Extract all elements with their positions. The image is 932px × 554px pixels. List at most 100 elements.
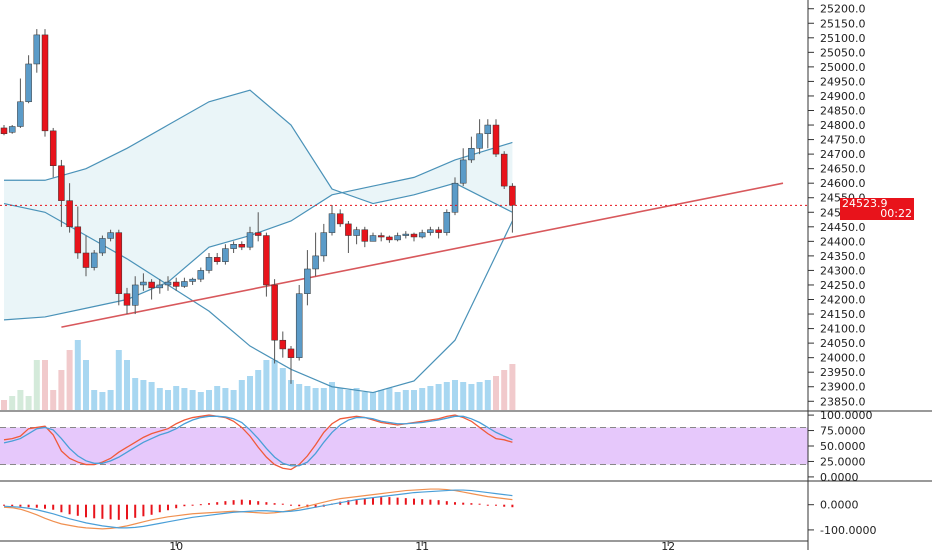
macd-histogram-bar xyxy=(142,504,145,517)
macd-histogram-bar xyxy=(76,504,79,516)
candle-body xyxy=(164,281,172,286)
stochastic-pane xyxy=(0,414,808,471)
macd-histogram-bar xyxy=(314,504,317,508)
price-tick-label: 25100.0 xyxy=(820,32,866,45)
volume-bar xyxy=(476,382,483,410)
volume-bar xyxy=(345,390,352,410)
macd-histogram-bar xyxy=(35,504,38,508)
volume-bar xyxy=(181,388,188,410)
volume-bars xyxy=(1,340,516,410)
macd-histogram-bar xyxy=(462,502,465,505)
price-tick-label: 24000.0 xyxy=(820,352,866,365)
candle-body xyxy=(213,257,221,262)
price-tick-label: 24700.0 xyxy=(820,148,866,161)
volume-bar xyxy=(370,392,376,410)
macd-histogram-bar xyxy=(232,500,235,505)
price-tick-label: 23850.0 xyxy=(820,395,866,408)
macd-histogram-bar xyxy=(126,504,128,520)
volume-bar xyxy=(42,360,48,410)
volume-bar xyxy=(132,378,139,410)
candle-body xyxy=(131,284,139,306)
price-tick-label: 24300.0 xyxy=(820,264,866,277)
candle-body xyxy=(156,284,164,289)
candle-body xyxy=(279,339,287,350)
candle-body xyxy=(345,223,352,236)
macd-histogram-bar xyxy=(404,498,407,505)
volume-bar xyxy=(33,360,40,410)
stochastic-tick-label: 100.0000 xyxy=(820,409,873,422)
volume-bar xyxy=(402,390,409,410)
macd-histogram-bar xyxy=(470,503,473,505)
price-tick-label: 24650.0 xyxy=(820,163,866,176)
candle-body xyxy=(476,133,483,149)
macd-histogram-bar xyxy=(445,501,448,505)
volume-bar xyxy=(411,390,417,410)
macd-histogram-bar xyxy=(396,497,399,505)
candle-body xyxy=(295,293,303,358)
price-tick-label: 24100.0 xyxy=(820,323,866,336)
time-tick-label: 11 xyxy=(415,540,429,550)
candle-body xyxy=(336,213,344,225)
macd-histogram-bar xyxy=(183,504,186,507)
candle-body xyxy=(410,233,418,238)
candle-body xyxy=(205,257,213,271)
volume-bar xyxy=(50,390,57,410)
candle-body xyxy=(66,200,73,228)
candle-body xyxy=(41,34,49,132)
volume-bar xyxy=(296,384,303,410)
volume-bar xyxy=(115,350,122,410)
candle-body xyxy=(181,281,188,287)
macd-histogram-bar xyxy=(52,504,55,510)
candle-body xyxy=(99,238,106,254)
candle-body xyxy=(361,229,369,242)
volume-bar xyxy=(214,386,221,410)
price-tick-label: 25000.0 xyxy=(820,61,866,74)
volume-bar xyxy=(91,390,98,410)
candle-body xyxy=(435,229,442,233)
macd-histogram-bar xyxy=(224,501,227,505)
stochastic-tick-label: 0.0000 xyxy=(820,471,859,484)
candle-body xyxy=(25,63,32,103)
volume-bar xyxy=(353,388,360,410)
candle-body xyxy=(8,126,16,133)
candle-body xyxy=(148,281,155,289)
price-tick-label: 24800.0 xyxy=(820,119,866,132)
macd-histogram-bar xyxy=(388,497,391,505)
volume-bar xyxy=(443,382,450,410)
candle-body xyxy=(468,148,475,161)
volume-bar xyxy=(238,380,245,410)
macd-histogram-bar xyxy=(117,504,120,520)
price-tick-label: 24250.0 xyxy=(820,279,866,292)
macd-histogram-bar xyxy=(167,504,169,511)
macd-histogram-bar xyxy=(355,499,358,505)
stochastic-tick-label: 25.0000 xyxy=(820,455,866,468)
macd-histogram-bar xyxy=(101,504,104,519)
candle-body xyxy=(246,232,254,248)
countdown-label: 00:22 xyxy=(880,207,912,220)
volume-bar xyxy=(419,388,426,410)
price-tick-label: 24900.0 xyxy=(820,90,866,103)
volume-bar xyxy=(247,376,253,410)
last-price-badge: 24523.9 xyxy=(840,198,914,210)
volume-bar xyxy=(83,360,89,410)
macd-histogram-bar xyxy=(134,504,137,518)
macd-line xyxy=(3,488,513,530)
macd-histogram-bar xyxy=(150,504,153,515)
volume-bar xyxy=(9,396,16,410)
macd-histogram-bar xyxy=(19,504,22,507)
macd-histogram-bar xyxy=(511,504,514,508)
volume-bar xyxy=(197,392,204,410)
volume-bar xyxy=(427,386,434,410)
candle-body xyxy=(509,185,516,206)
macd-histogram-bar xyxy=(372,497,374,505)
price-tick-label: 24950.0 xyxy=(820,75,866,88)
macd-histogram-bar xyxy=(3,504,5,506)
price-tick-label: 23950.0 xyxy=(820,366,866,379)
volume-bar xyxy=(394,392,401,410)
volume-bar xyxy=(501,370,508,410)
macd-histogram-bar xyxy=(158,504,161,513)
candle-body xyxy=(90,252,98,268)
